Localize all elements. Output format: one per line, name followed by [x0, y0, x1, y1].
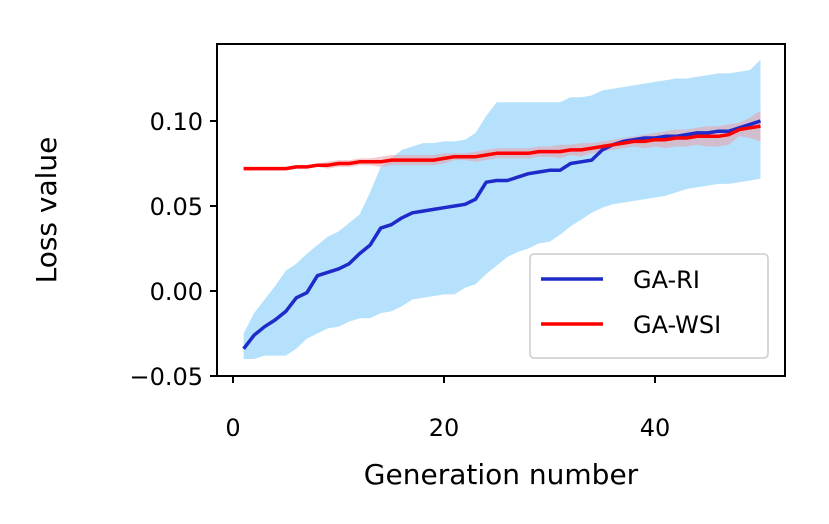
- y-tick-label: −0.05: [129, 363, 203, 391]
- plot-frame: [216, 43, 786, 377]
- legend-label-ga-ri: GA-RI: [633, 266, 700, 294]
- x-axis-label: Generation number: [364, 458, 639, 491]
- legend: GA-RI GA-WSI: [529, 253, 769, 359]
- x-axis: 0 20 40: [225, 376, 670, 442]
- legend-label-ga-wsi: GA-WSI: [633, 311, 721, 339]
- y-axis-label: Loss value: [30, 137, 63, 284]
- x-tick-label: 0: [225, 414, 240, 442]
- line-ga-wsi: [243, 124, 761, 171]
- x-tick-label: 40: [640, 414, 671, 442]
- y-tick-label: 0.05: [150, 193, 203, 221]
- y-axis: −0.05 0.00 0.05 0.10: [129, 108, 217, 391]
- series-lines: [242, 119, 762, 350]
- y-tick-label: 0.10: [150, 108, 203, 136]
- x-tick-label: 20: [429, 414, 460, 442]
- band-ga-ri: [243, 59, 761, 360]
- y-tick-label: 0.00: [150, 278, 203, 306]
- line-ga-ri: [242, 119, 762, 350]
